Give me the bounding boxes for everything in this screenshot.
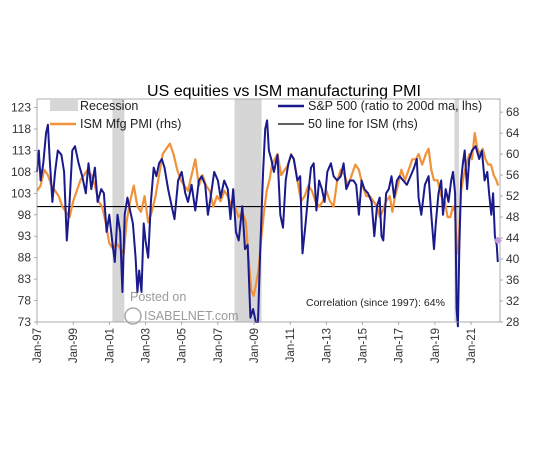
series-sp500-line: [36, 119, 499, 328]
y-axis-right: 28 32 36 40 44 48 52 56 60 64 68: [500, 105, 520, 329]
correlation-annotation: Correlation (since 1997): 64%: [306, 297, 445, 309]
plot-area: [36, 98, 502, 328]
series-layer: [36, 119, 502, 328]
y-right-tick-label-2: 36: [506, 273, 520, 287]
x-axis: Jan-97 Jan-99 Jan-01 Jan-03 Jan-05 Jan-07 Jan-…: [32, 322, 478, 363]
y-right-tick-label-6: 52: [506, 189, 520, 203]
y-left-tick-label-9: 118: [12, 122, 31, 136]
x-tick-label-0: Jan-97: [32, 328, 44, 363]
x-tick-label-6: Jan-09: [249, 328, 261, 363]
recession-bands: [112, 99, 459, 322]
legend-sp500-label: S&P 500 (ratio to 200d ma, lhs): [308, 99, 482, 113]
x-tick-label-12: Jan-21: [466, 328, 478, 363]
y-right-tick-label-10: 68: [506, 105, 520, 119]
chart-title: US equities vs ISM manufacturing PMI: [147, 83, 421, 100]
y-right-tick-label-5: 48: [506, 210, 520, 224]
y-left-tick-label-4: 93: [18, 229, 32, 243]
recession-band-2: [454, 99, 459, 322]
y-left-tick-label-2: 83: [18, 272, 32, 286]
x-tick-label-1: Jan-99: [68, 328, 80, 363]
x-tick-label-10: Jan-17: [394, 328, 406, 363]
x-tick-label-2: Jan-01: [104, 328, 116, 363]
y-right-tick-label-9: 64: [506, 126, 520, 140]
y-left-tick-label-6: 103: [11, 186, 31, 200]
y-right-tick-label-3: 40: [506, 252, 520, 266]
y-right-tick-label-7: 56: [506, 168, 520, 182]
y-right-tick-label-0: 28: [506, 315, 520, 329]
watermark: Posted on ISABELNET.com: [124, 290, 238, 325]
x-tick-label-5: Jan-07: [213, 328, 225, 363]
legend-fifty-label: 50 line for ISM (rhs): [308, 117, 418, 131]
y-right-tick-label-4: 44: [506, 231, 520, 245]
y-right-tick-label-1: 32: [506, 294, 520, 308]
y-left-tick-label-1: 78: [18, 294, 32, 308]
y-left-tick-label-10: 123: [11, 101, 31, 115]
y-left-tick-label-0: 73: [18, 315, 32, 329]
recession-band-0: [112, 99, 125, 322]
legend-recession-label: Recession: [80, 99, 138, 113]
y-left-tick-label-5: 98: [18, 208, 32, 222]
x-tick-label-9: Jan-15: [358, 328, 370, 363]
y-left-tick-label-8: 113: [12, 143, 31, 157]
x-tick-label-4: Jan-05: [177, 328, 189, 363]
legend-ism-label: ISM Mfg PMI (rhs): [80, 117, 181, 131]
watermark-logo-icon: [124, 307, 142, 325]
y-left-tick-label-3: 88: [18, 251, 32, 265]
y-right-tick-label-8: 60: [506, 147, 520, 161]
watermark-line2: ISABELNET.com: [144, 309, 238, 323]
x-tick-label-8: Jan-13: [321, 328, 333, 363]
recession-band-1: [234, 99, 262, 322]
x-tick-label-7: Jan-11: [285, 328, 297, 362]
x-tick-label-3: Jan-03: [141, 328, 153, 363]
legend: Recession ISM Mfg PMI (rhs) S&P 500 (rat…: [50, 99, 482, 131]
y-left-tick-label-7: 108: [11, 165, 31, 179]
y-axis-left: 73 78 83 88 93 98 103 108 113 118 123: [11, 101, 37, 329]
x-tick-label-11: Jan-19: [430, 328, 442, 363]
plot-frame: [36, 98, 501, 323]
legend-recession-swatch: [50, 99, 78, 111]
watermark-line1: Posted on: [130, 290, 186, 304]
